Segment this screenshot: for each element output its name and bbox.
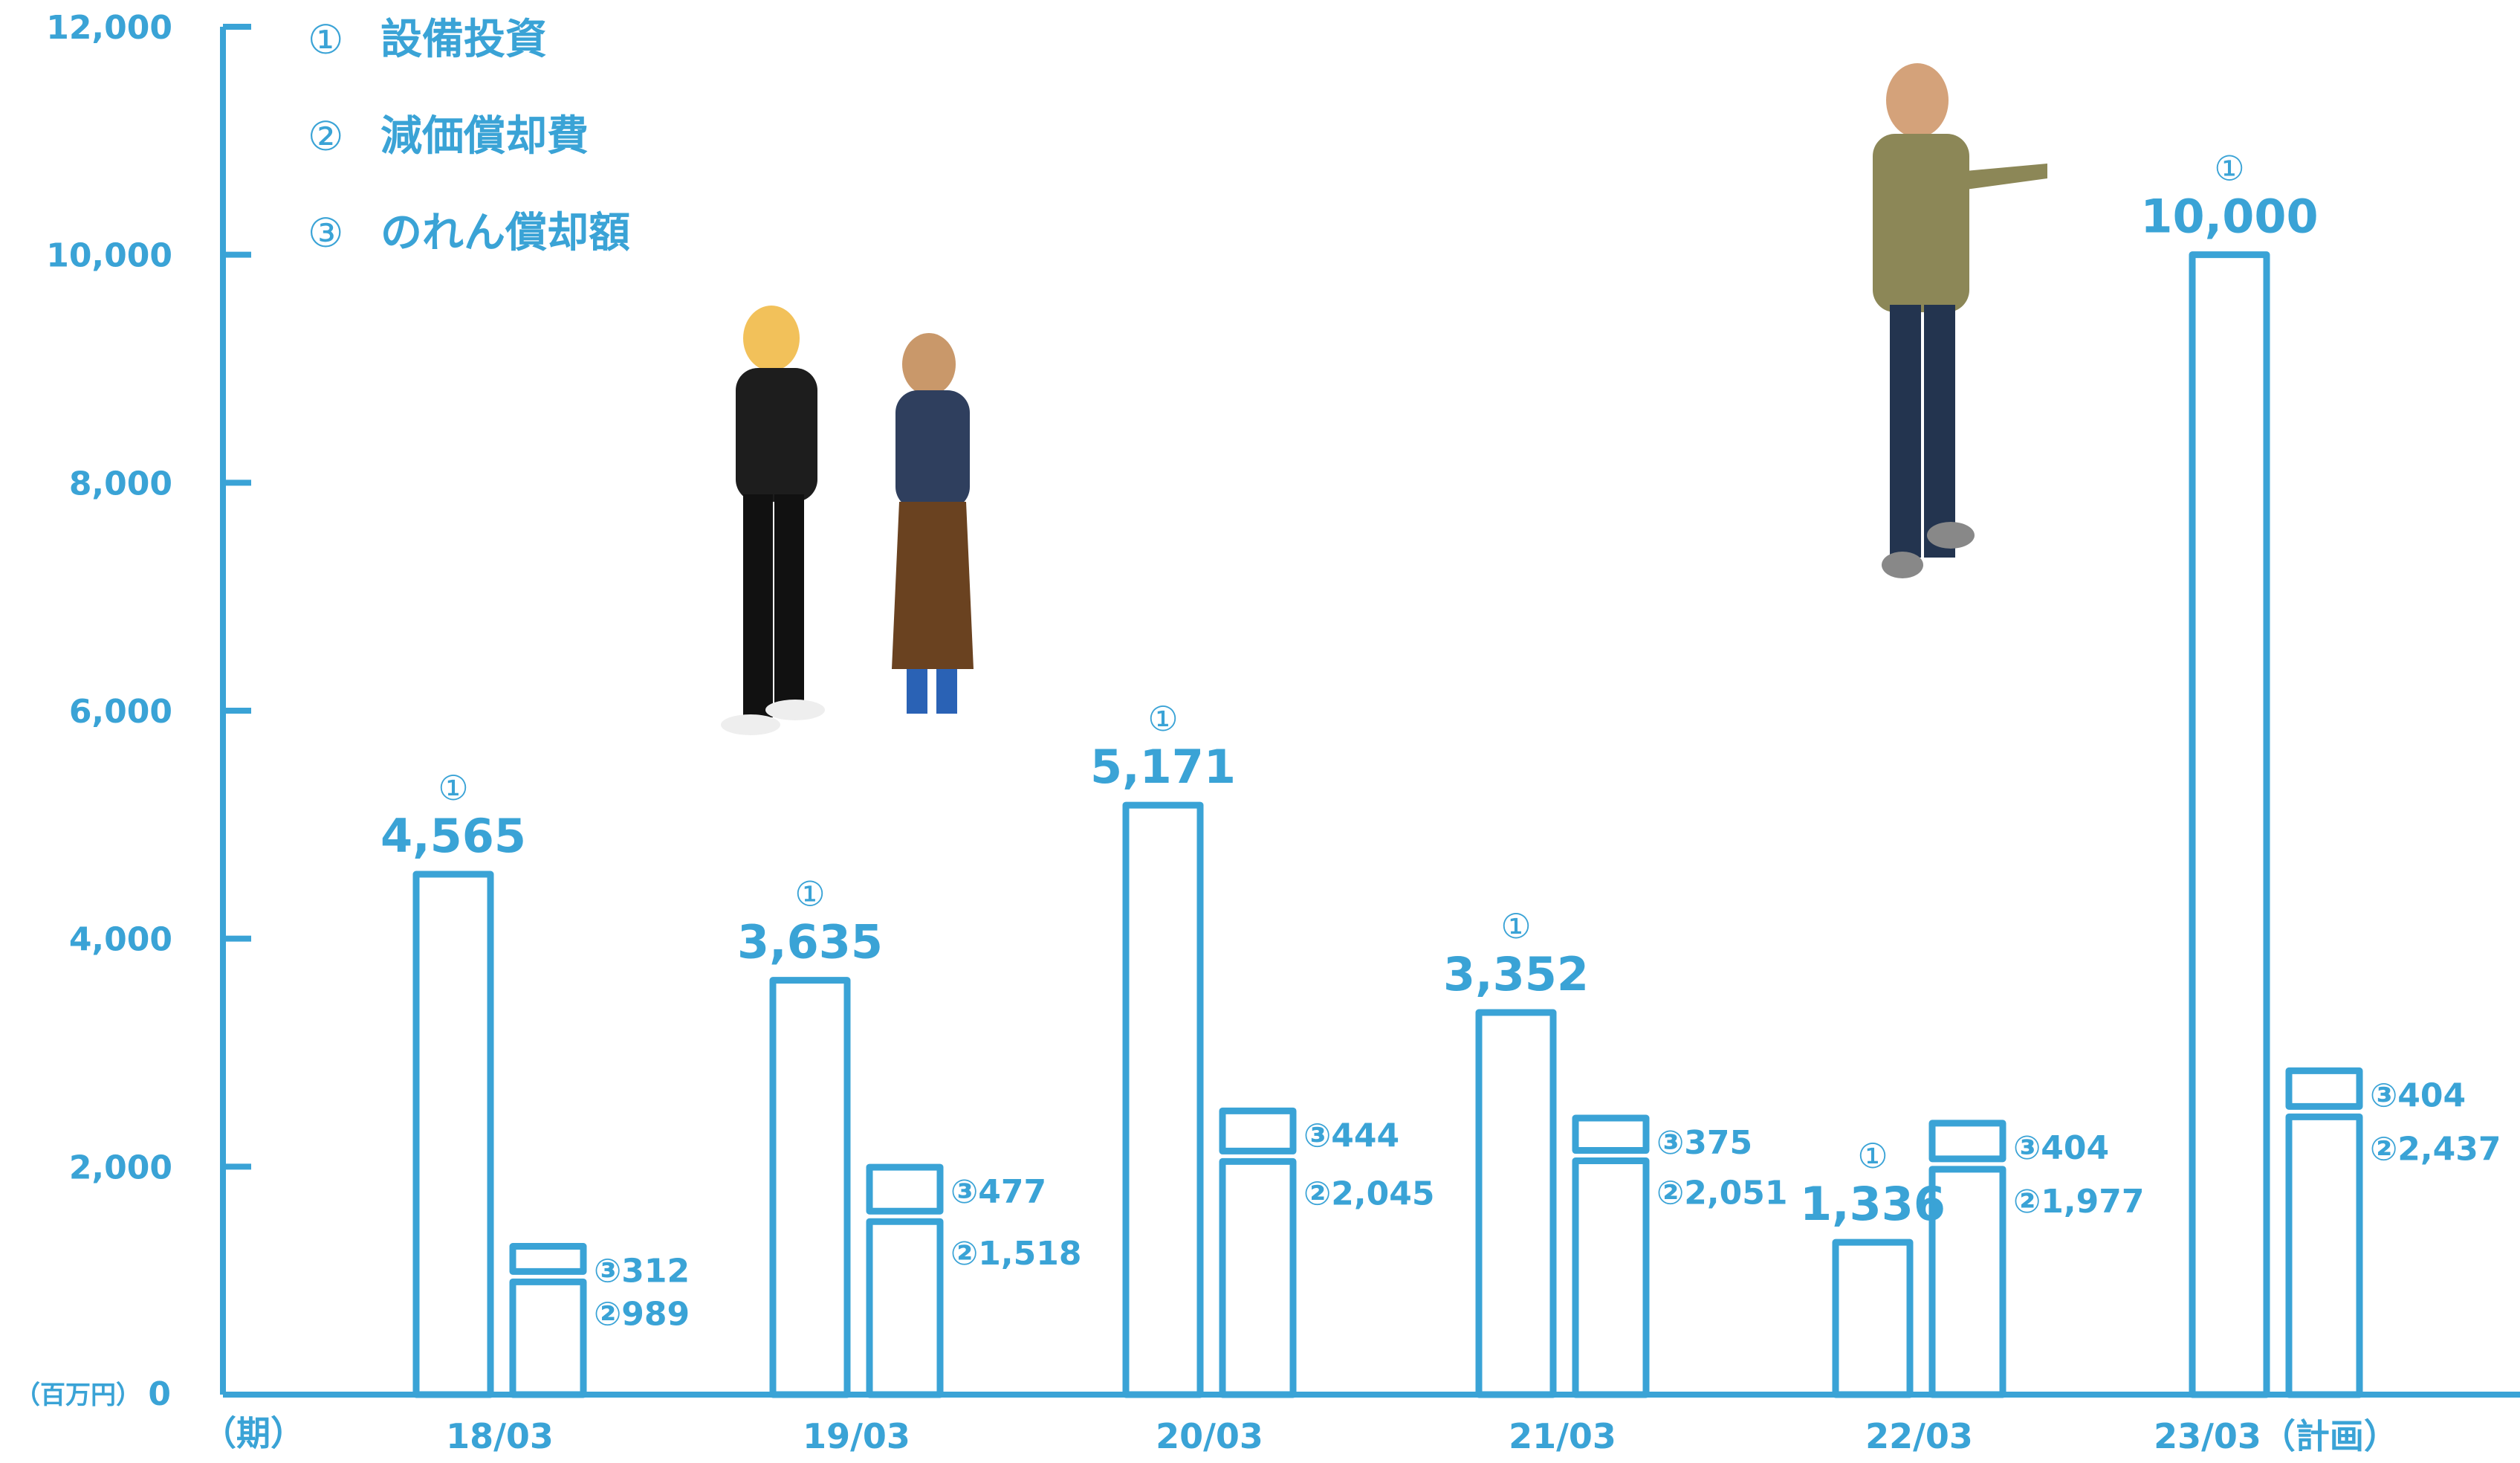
bar-goodwill [1219,1107,1297,1154]
data-label-goodwill: ③312 [594,1253,690,1291]
data-label-goodwill: ③444 [1303,1117,1399,1154]
data-label-capex: 1,336 [1800,1177,1946,1231]
person-icon [1873,63,2047,578]
x-tick-label: 21/03 [1509,1416,1616,1456]
people-photo [721,63,2047,735]
legend-marker: ① [308,16,343,63]
data-label-capex: 3,352 [1443,947,1589,1001]
axes: 0（百万円） 2,000 4,000 6,000 8,000 10,000 12,000 （期… [15,9,2520,1453]
data-labels: 18/03①4,565③312②98919/03①3,635③477②1,518… [380,149,2501,1456]
data-label-marker: ① [2214,149,2244,189]
data-label-capex: 5,171 [1090,740,1236,794]
bar-depreciation [1219,1157,1297,1398]
y-tick-label: 0 [148,1375,171,1413]
bar-goodwill [509,1243,587,1275]
x-tick-label: 22/03 [1865,1416,1973,1456]
x-tick-label: 18/03 [446,1416,554,1456]
y-tick-label: 4,000 [69,921,172,959]
data-label-goodwill: ③404 [2370,1076,2466,1114]
y-tick-label: 10,000 [46,237,172,275]
data-label-marker: ① [1147,699,1178,739]
legend-marker: ③ [308,210,343,256]
bar-goodwill [1572,1114,1650,1154]
data-label-marker: ① [438,768,468,808]
y-tick-label: 12,000 [46,9,172,47]
data-label-depreciation: ②2,045 [1303,1175,1434,1212]
x-tick-label: 20/03 [1156,1416,1263,1456]
person-icon [721,306,825,735]
data-label-marker: ① [1500,906,1531,946]
legend-label: のれん償却額 [380,209,630,257]
data-label-marker: ① [1857,1136,1888,1176]
bar-depreciation [2285,1113,2363,1398]
data-label-goodwill: ③477 [950,1173,1046,1211]
data-label-depreciation: ②1,518 [950,1235,1081,1273]
y-tick-label: 2,000 [69,1149,172,1186]
data-label-depreciation: ②2,437 [2370,1130,2501,1168]
data-label-depreciation: ②2,051 [1656,1175,1787,1212]
x-tick-label: 23/03（計画） [2154,1416,2398,1456]
bar-capex [1122,801,1204,1398]
person-icon [892,333,974,714]
data-label-goodwill: ③375 [1656,1124,1752,1162]
bar-capex [1832,1238,1914,1398]
bar-goodwill [1928,1120,2006,1163]
x-axis-label: （期） [202,1413,305,1453]
legend-label: 減価償却費 [380,112,589,161]
data-label-capex: 3,635 [737,915,883,969]
x-tick-label: 19/03 [803,1416,910,1456]
data-label-depreciation: ②1,977 [2013,1183,2144,1221]
unit-label: （百万円） [15,1380,141,1410]
bar-depreciation [866,1218,944,1398]
data-label-capex: 4,565 [380,809,526,863]
bar-depreciation [509,1278,587,1398]
legend-marker: ② [308,113,343,160]
bars [412,251,2363,1398]
bar-capex [769,977,851,1398]
y-tick-label: 8,000 [69,465,172,503]
y-tick-label: 6,000 [69,693,172,731]
bar-capex [2189,251,2270,1398]
legend-label: 設備投資 [380,16,547,64]
bar-depreciation [1928,1166,2006,1398]
bar-capex [412,871,494,1398]
bar-goodwill [866,1163,944,1215]
legend: ① 設備投資 ② 減価償却費 ③ のれん償却額 [308,16,630,257]
bar-capex [1475,1009,1557,1398]
data-label-capex: 10,000 [2140,190,2318,244]
bar-goodwill [2285,1067,2363,1110]
data-label-goodwill: ③404 [2013,1129,2109,1167]
data-label-marker: ① [794,874,825,914]
bar-depreciation [1572,1157,1650,1398]
data-label-depreciation: ②989 [594,1295,690,1333]
